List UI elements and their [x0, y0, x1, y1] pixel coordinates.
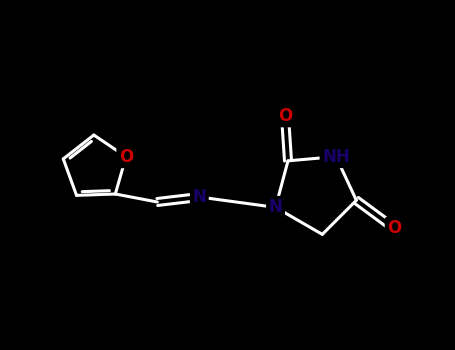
Text: O: O: [119, 148, 133, 166]
Text: O: O: [278, 107, 292, 125]
Text: N: N: [268, 198, 283, 216]
Text: O: O: [387, 219, 401, 237]
Text: N: N: [192, 188, 206, 206]
Text: NH: NH: [322, 148, 350, 166]
